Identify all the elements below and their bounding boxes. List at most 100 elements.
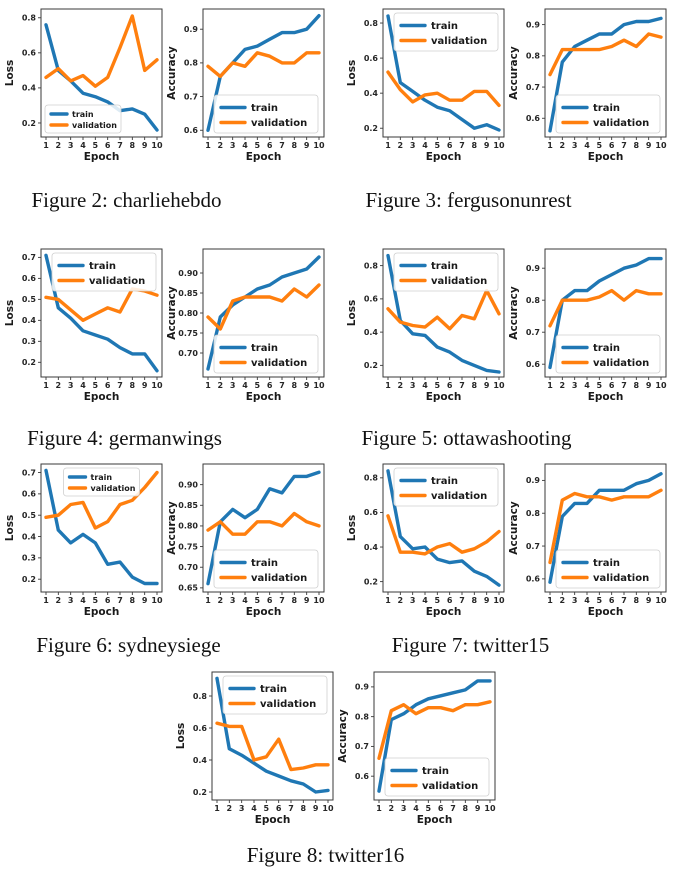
legend: train validation xyxy=(213,94,318,134)
svg-text:7: 7 xyxy=(279,381,285,390)
train-line xyxy=(376,678,492,793)
svg-text:0.6: 0.6 xyxy=(525,574,540,583)
y-axis-label: Accuracy xyxy=(509,286,520,340)
y-axis-ticks: 0.2 0.3 0.4 0.5 0.6 0.7 xyxy=(21,253,41,367)
svg-text:0.6: 0.6 xyxy=(192,724,207,733)
svg-text:3: 3 xyxy=(409,141,415,150)
y-axis-label: Accuracy xyxy=(509,46,520,100)
legend-train-label: train xyxy=(593,558,620,569)
svg-text:1: 1 xyxy=(385,381,391,390)
x-axis-ticks: 1 2 3 4 5 6 7 8 9 10 xyxy=(205,137,324,150)
svg-text:8: 8 xyxy=(129,141,135,150)
train-line xyxy=(547,16,663,133)
svg-text:3: 3 xyxy=(67,141,73,150)
svg-text:0.75: 0.75 xyxy=(178,542,198,551)
train-line xyxy=(547,257,663,370)
svg-text:4: 4 xyxy=(422,141,428,150)
svg-text:1: 1 xyxy=(214,804,220,813)
svg-text:3: 3 xyxy=(229,596,235,605)
svg-text:10: 10 xyxy=(151,141,163,150)
svg-text:3: 3 xyxy=(238,804,244,813)
legend: train validation xyxy=(51,252,156,292)
svg-text:9: 9 xyxy=(303,381,309,390)
figure-2: 1 2 3 4 5 6 7 8 9 10 0.2 0.4 0.6 0.8 Epoch Loss train val… xyxy=(4,3,329,243)
legend-train-label: train xyxy=(593,343,620,354)
svg-text:0.80: 0.80 xyxy=(178,521,198,530)
svg-text:0.90: 0.90 xyxy=(178,269,198,278)
y-axis-ticks: 0.6 0.7 0.8 0.9 xyxy=(183,25,203,135)
svg-text:3: 3 xyxy=(571,141,577,150)
figure-8-charts: 1 2 3 4 5 6 7 8 9 10 0.2 0.4 0.6 0.8 Epoch Loss train val… xyxy=(175,666,500,828)
chart-fig5-loss-svg: 1 2 3 4 5 6 7 8 9 10 0.2 0.4 0.6 0.8 Epoch Loss train val… xyxy=(346,248,505,403)
svg-text:0.4: 0.4 xyxy=(21,84,36,93)
legend: train validation xyxy=(62,467,140,496)
svg-text:0.8: 0.8 xyxy=(354,712,369,721)
y-axis-label: Loss xyxy=(347,514,358,540)
svg-text:8: 8 xyxy=(300,804,306,813)
svg-text:6: 6 xyxy=(437,804,443,813)
svg-text:0.6: 0.6 xyxy=(525,114,540,123)
y-axis-label: Accuracy xyxy=(167,501,178,555)
y-axis-label: Loss xyxy=(5,514,16,540)
validation-line xyxy=(547,32,663,77)
svg-text:4: 4 xyxy=(413,804,419,813)
figure-5: 1 2 3 4 5 6 7 8 9 10 0.2 0.4 0.6 0.8 Epoch Loss train val… xyxy=(346,243,671,457)
svg-text:0.70: 0.70 xyxy=(178,563,198,572)
svg-text:3: 3 xyxy=(67,596,73,605)
y-axis-ticks: 0.6 0.7 0.8 0.9 xyxy=(525,20,545,123)
svg-text:3: 3 xyxy=(229,141,235,150)
chart-fig8-accuracy-svg: 1 2 3 4 5 6 7 8 9 10 0.6 0.7 0.8 0.9 Epoch Accuracy trai… xyxy=(337,671,495,826)
legend: train validation xyxy=(393,12,498,52)
figure-row-2: 1 2 3 4 5 6 7 8 9 10 0.2 0.3 0.4 0.5 0.6 0.7 Epoch Loss tr… xyxy=(0,243,675,457)
svg-text:4: 4 xyxy=(251,804,257,813)
x-axis-ticks: 1 2 3 4 5 6 7 8 9 10 xyxy=(43,377,162,390)
svg-text:1: 1 xyxy=(376,804,382,813)
svg-text:6: 6 xyxy=(446,596,452,605)
svg-text:3: 3 xyxy=(571,381,577,390)
svg-text:5: 5 xyxy=(434,141,440,150)
svg-text:7: 7 xyxy=(459,596,465,605)
x-axis-ticks: 1 2 3 4 5 6 7 8 9 10 xyxy=(547,591,666,605)
train-line xyxy=(214,676,330,794)
train-line xyxy=(385,254,501,374)
svg-text:0.4: 0.4 xyxy=(363,328,378,337)
y-axis-ticks: 0.2 0.4 0.6 0.8 xyxy=(192,692,212,797)
svg-text:1: 1 xyxy=(205,141,211,150)
validation-line xyxy=(385,70,501,108)
y-axis-ticks: 0.2 0.3 0.4 0.5 0.6 0.7 xyxy=(21,468,41,584)
legend: train validation xyxy=(555,334,660,374)
x-axis-ticks: 1 2 3 4 5 6 7 8 9 10 xyxy=(43,591,162,605)
svg-text:6: 6 xyxy=(608,141,614,150)
chart-fig7-accuracy: 1 2 3 4 5 6 7 8 9 10 0.6 0.7 0.8 0.9 Epoch Accuracy trai… xyxy=(508,458,671,620)
svg-text:10: 10 xyxy=(493,381,505,390)
legend-train-label: train xyxy=(89,261,116,272)
svg-text:6: 6 xyxy=(266,596,272,605)
svg-text:8: 8 xyxy=(129,596,135,605)
y-axis-label: Loss xyxy=(5,60,16,86)
figure-6-charts: 1 2 3 4 5 6 7 8 9 10 0.2 0.3 0.4 0.5 0.6 0.7 Epoch Loss tr… xyxy=(4,458,329,620)
svg-text:10: 10 xyxy=(493,141,505,150)
svg-text:1: 1 xyxy=(205,381,211,390)
chart-fig7-loss-svg: 1 2 3 4 5 6 7 8 9 10 0.2 0.4 0.6 0.8 Epoch Loss train val… xyxy=(346,463,504,618)
chart-fig8-loss-svg: 1 2 3 4 5 6 7 8 9 10 0.2 0.4 0.6 0.8 Epoch Loss train val… xyxy=(175,671,333,826)
legend-validation-label: validation xyxy=(431,491,487,502)
svg-text:8: 8 xyxy=(633,141,639,150)
svg-text:3: 3 xyxy=(400,804,406,813)
svg-text:4: 4 xyxy=(422,596,428,605)
svg-text:0.4: 0.4 xyxy=(363,542,378,551)
svg-text:5: 5 xyxy=(434,596,440,605)
svg-text:10: 10 xyxy=(313,596,325,605)
svg-text:0.7: 0.7 xyxy=(354,742,368,751)
svg-text:0.7: 0.7 xyxy=(525,83,539,92)
svg-text:9: 9 xyxy=(303,596,309,605)
svg-text:0.6: 0.6 xyxy=(525,360,540,369)
x-axis-label: Epoch xyxy=(245,606,281,618)
svg-text:9: 9 xyxy=(303,141,309,150)
svg-text:8: 8 xyxy=(633,381,639,390)
svg-text:8: 8 xyxy=(633,596,639,605)
chart-fig4-accuracy: 1 2 3 4 5 6 7 8 9 10 0.70 0.75 0.80 0.85 0.90 Epoch Accu… xyxy=(166,243,329,405)
svg-text:2: 2 xyxy=(397,381,403,390)
legend-train-label: train xyxy=(431,21,458,32)
chart-fig3-accuracy: 1 2 3 4 5 6 7 8 9 10 0.6 0.7 0.8 0.9 Epoch Accuracy trai… xyxy=(508,3,671,165)
svg-text:2: 2 xyxy=(397,141,403,150)
